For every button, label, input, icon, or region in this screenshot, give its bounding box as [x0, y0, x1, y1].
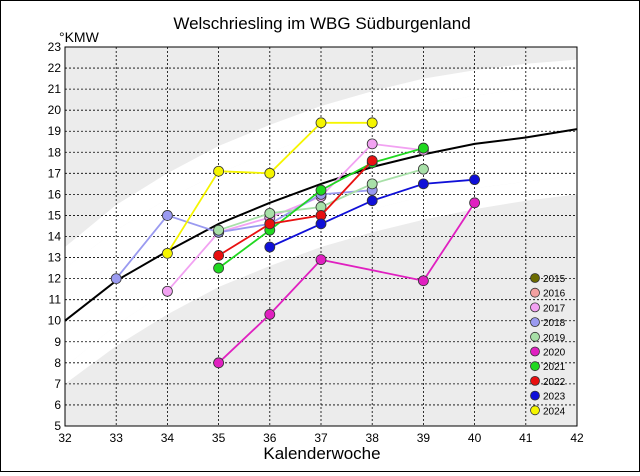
legend-label-2021: 2021 [543, 362, 566, 373]
legend-marker-2024 [530, 405, 540, 416]
data-point-2021 [213, 262, 225, 274]
reference-curve-line [64, 128, 578, 322]
y-tick-label: 9 [54, 335, 61, 349]
series-2022 [213, 155, 378, 261]
y-tick-label: 15 [48, 208, 62, 222]
legend-marker-2020 [530, 346, 540, 357]
legend-label-2016: 2016 [543, 289, 566, 300]
x-tick-label: 33 [110, 431, 124, 445]
data-point-2018 [110, 273, 122, 285]
data-point-2019 [213, 224, 225, 236]
legend-marker-2016 [530, 287, 540, 298]
series-2019 [213, 163, 429, 236]
y-tick-label: 5 [54, 419, 61, 433]
legend-label-2019: 2019 [543, 333, 566, 344]
legend-marker-2018 [530, 317, 540, 328]
data-point-2022 [213, 250, 225, 261]
data-point-2020 [213, 357, 225, 369]
plot-area-border [64, 46, 578, 427]
legend-label-2018: 2018 [543, 318, 566, 329]
data-point-2020 [417, 275, 429, 287]
data-point-2019 [417, 163, 429, 175]
data-point-2022 [366, 155, 378, 167]
data-point-2018 [161, 210, 173, 221]
legend-label-2015: 2015 [543, 274, 566, 285]
data-point-2022 [264, 218, 276, 230]
y-tick-label: 10 [48, 314, 62, 328]
x-tick-label: 40 [468, 431, 482, 445]
series-line-2022 [218, 160, 373, 257]
y-tick-label: 16 [48, 187, 62, 201]
legend-marker-2022 [530, 375, 540, 386]
x-tick-label: 32 [58, 431, 72, 445]
x-tick-label: 38 [366, 431, 380, 445]
legend-label-2024: 2024 [543, 406, 566, 417]
x-tick-label: 39 [417, 431, 431, 445]
data-point-2023 [417, 178, 429, 190]
data-point-2020 [264, 309, 276, 320]
y-tick-label: 14 [48, 230, 62, 244]
data-point-2023 [315, 218, 327, 230]
y-tick-label: 8 [54, 356, 61, 370]
data-point-2017 [366, 138, 378, 150]
legend-marker-2023 [530, 390, 540, 401]
legend-label-2017: 2017 [543, 303, 566, 314]
axis-tick-labels: 32 33 34 35 36 37 38 39 40 41 42 5 6 7 8 9 10 11 12 13 14 15 1… [48, 40, 584, 445]
legend-label-2022: 2022 [543, 377, 566, 388]
series-line-2017 [166, 142, 424, 292]
series-line-2018 [115, 189, 373, 280]
data-point-2019 [366, 178, 378, 190]
data-point-2021 [417, 142, 429, 154]
legend: 2015 2016 2017 2018 2019 2020 2021 2022 2023 2024 [530, 273, 566, 417]
x-tick-label: 37 [314, 431, 328, 445]
series-lines [110, 117, 481, 369]
y-tick-label: 17 [48, 166, 62, 180]
y-tick-label: 19 [48, 124, 62, 138]
y-tick-label: 12 [48, 272, 62, 286]
band-middle-white [65, 82, 577, 368]
y-axis-label: °KMW [59, 29, 100, 45]
data-point-2024 [213, 165, 225, 177]
x-axis-label: Kalenderwoche [263, 444, 380, 463]
chart-title: Welschriesling im WBG Südburgenland [173, 14, 470, 33]
data-point-2023 [469, 174, 481, 186]
data-point-2024 [366, 117, 378, 129]
data-point-2024 [315, 117, 327, 129]
x-tick-label: 35 [212, 431, 226, 445]
legend-label-2023: 2023 [543, 392, 566, 403]
legend-marker-2019 [530, 331, 540, 342]
y-tick-label: 23 [48, 40, 62, 54]
legend-label-2020: 2020 [543, 348, 566, 359]
data-point-2024 [161, 247, 173, 259]
x-tick-label: 42 [570, 431, 584, 445]
data-point-2023 [264, 241, 276, 253]
series-2020 [213, 197, 481, 369]
data-point-2017 [161, 285, 173, 297]
data-point-2021 [315, 184, 327, 196]
y-tick-label: 7 [54, 377, 61, 391]
data-point-2024 [264, 167, 276, 179]
x-tick-label: 36 [263, 431, 277, 445]
data-point-2023 [366, 195, 378, 207]
series-2023 [264, 174, 481, 253]
legend-marker-2015 [530, 273, 540, 283]
data-point-2020 [315, 254, 327, 266]
x-tick-label: 41 [519, 431, 533, 445]
y-tick-label: 11 [49, 293, 62, 307]
y-tick-label: 13 [48, 251, 62, 265]
reference-curve [64, 128, 578, 322]
y-tick-label: 20 [48, 103, 62, 117]
y-tick-label: 22 [48, 61, 62, 75]
data-point-2020 [469, 197, 481, 209]
legend-marker-2017 [530, 302, 540, 313]
y-tick-label: 18 [48, 145, 62, 159]
legend-marker-2021 [530, 361, 540, 372]
y-tick-label: 6 [54, 398, 61, 412]
data-point-2019 [264, 207, 276, 219]
series-2024 [161, 117, 378, 259]
x-tick-label: 34 [161, 431, 175, 445]
y-tick-label: 21 [48, 82, 62, 96]
